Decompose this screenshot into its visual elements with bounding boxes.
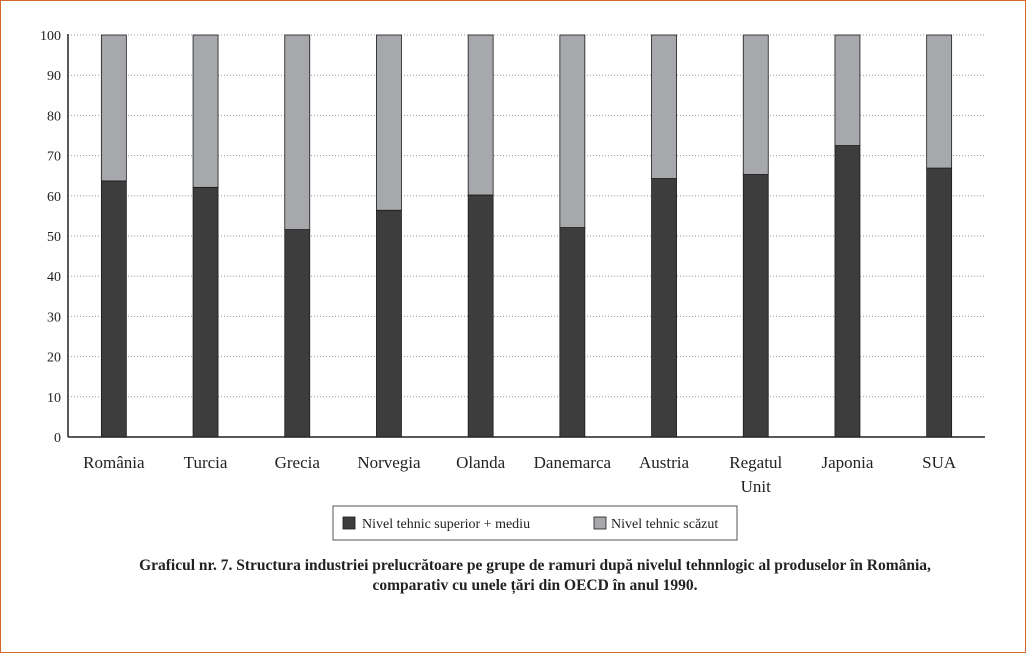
- y-tick-label: 40: [47, 270, 61, 285]
- legend-label: Nivel tehnic superior + mediu: [362, 517, 530, 532]
- legend-swatch: [342, 516, 356, 530]
- x-category-label: Turcia: [184, 453, 228, 472]
- bar-segment-scazut: [742, 34, 769, 175]
- x-category-label: Austria: [639, 453, 690, 472]
- legend-box: [332, 505, 738, 541]
- legend-label: Nivel tehnic scăzut: [611, 517, 718, 532]
- x-category-label: Olanda: [456, 453, 506, 472]
- bar-segment-scazut: [926, 34, 953, 169]
- x-category-label: SUA: [922, 453, 957, 472]
- y-tick-label: 0: [54, 431, 61, 446]
- bar-segment-scazut: [192, 34, 219, 188]
- bar-segment-scazut: [559, 34, 586, 228]
- y-tick-label: 60: [47, 190, 61, 205]
- x-category-label: Danemarca: [534, 453, 612, 472]
- legend-swatch: [593, 516, 607, 530]
- x-category-label: Grecia: [275, 453, 321, 472]
- bar-segment-scazut: [284, 34, 311, 230]
- x-category-label: Norvegia: [357, 453, 421, 472]
- bar-segment-superior-mediu: [651, 178, 677, 438]
- y-tick-label: 80: [47, 109, 61, 124]
- bar-segment-superior-mediu: [559, 227, 586, 438]
- bar-segment-superior-mediu: [284, 229, 311, 438]
- bar-segment-scazut: [467, 34, 494, 196]
- y-tick-label: 50: [47, 230, 61, 245]
- x-category-label: Japonia: [821, 453, 873, 472]
- chart-caption: Graficul nr. 7. Structura industriei pre…: [40, 556, 1026, 596]
- bar-segment-scazut: [834, 34, 861, 146]
- y-tick-label: 70: [47, 150, 61, 165]
- stacked-bar-chart: 0 10 20 30 40 50 60 70 80 90 100 România Turcia Greci…: [40, 29, 985, 541]
- bar-segment-superior-mediu: [376, 209, 402, 438]
- bar-segment-scazut: [651, 34, 677, 179]
- bar-segment-superior-mediu: [467, 194, 494, 438]
- bar-segment-superior-mediu: [192, 186, 219, 438]
- caption-line-1: Graficul nr. 7. Structura industriei pre…: [139, 557, 931, 574]
- y-tick-label: 100: [40, 29, 61, 44]
- x-category-label: România: [83, 453, 145, 472]
- bar-segment-superior-mediu: [834, 145, 861, 438]
- y-tick-label: 20: [47, 351, 61, 366]
- bar-segment-scazut: [376, 34, 402, 211]
- caption-line-2: comparativ cu unele țări din OECD în anu…: [372, 577, 698, 594]
- y-tick-label: 10: [47, 391, 61, 406]
- bar-segment-superior-mediu: [742, 174, 769, 438]
- bar-segment-superior-mediu: [100, 180, 127, 438]
- bar-segment-superior-mediu: [926, 167, 953, 438]
- y-tick-label: 90: [47, 69, 61, 84]
- bar-segment-scazut: [100, 34, 127, 182]
- x-category-label: Regatul Unit: [729, 453, 782, 496]
- y-tick-label: 30: [47, 310, 61, 325]
